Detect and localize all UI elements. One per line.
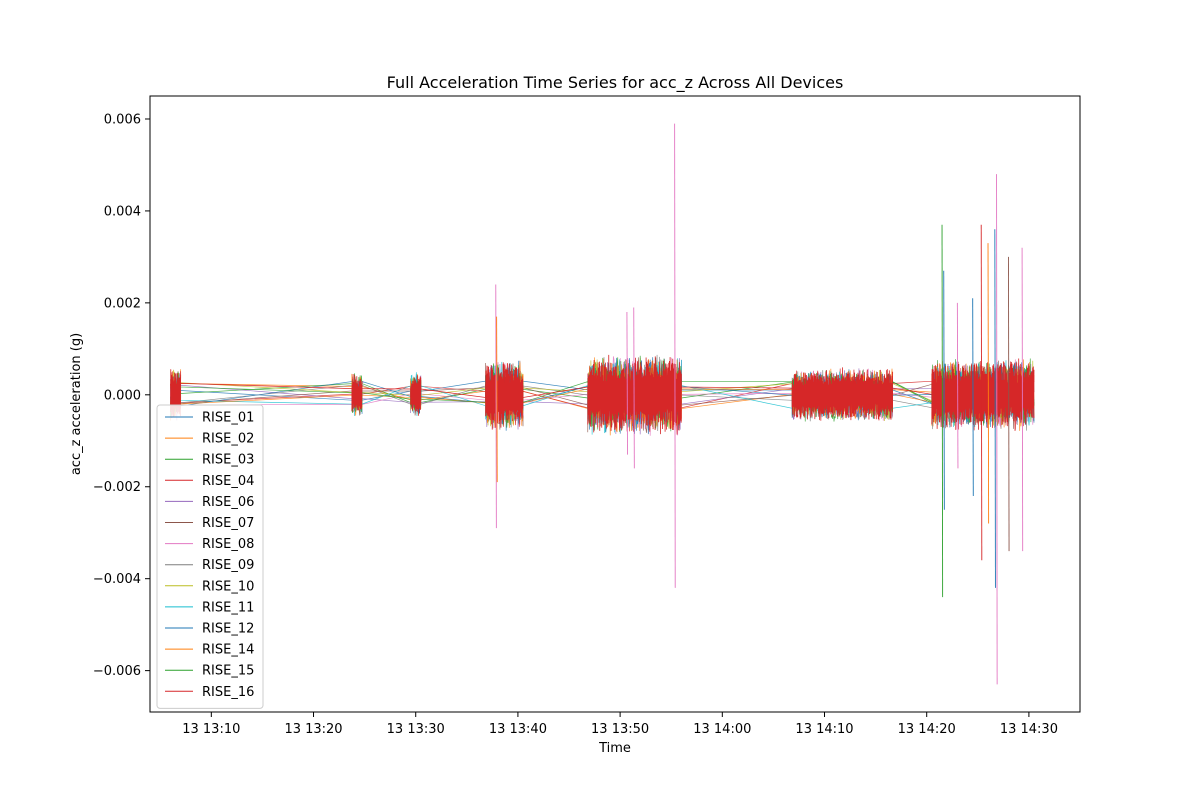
legend-box	[156, 404, 264, 709]
x-tick-label: 13 14:30	[1000, 722, 1058, 737]
x-tick-label: 13 14:10	[795, 722, 853, 737]
spike-2	[496, 316, 498, 483]
axes-frame	[149, 95, 1081, 713]
legend-label: RISE_15	[202, 664, 254, 679]
spike-9	[972, 298, 974, 496]
x-axis: 13 13:10 13 13:20 13 13:30 13 13:40 13 13:50…	[182, 712, 1058, 737]
spike-6	[941, 224, 944, 598]
x-tick-label: 13 13:10	[182, 722, 240, 737]
y-tick-label: 0.004	[104, 204, 141, 219]
legend-label: RISE_06	[202, 495, 254, 510]
spike-4	[633, 307, 635, 469]
x-tick-label: 13 13:20	[284, 722, 342, 737]
chart-title: Full Acceleration Time Series for acc_z …	[387, 73, 844, 93]
y-tick-label: 0.002	[104, 296, 141, 311]
x-tick-label: 13 14:20	[898, 722, 956, 737]
spike-5	[674, 123, 676, 588]
y-axis: 0.006 0.004 0.002 0.000 −0.002 −0.004 −0.006	[93, 112, 150, 679]
burst-band-5	[587, 354, 682, 435]
y-axis-label: acc_z acceleration (g)	[69, 333, 84, 475]
spike-1	[495, 284, 497, 529]
legend-label: RISE_01	[202, 411, 254, 426]
burst-band-6	[791, 367, 894, 421]
legend-label: RISE_08	[202, 537, 254, 552]
legend-label: RISE_11	[202, 600, 254, 615]
spike-7	[943, 270, 945, 510]
legend-label: RISE_02	[202, 432, 254, 447]
y-tick-label: −0.006	[93, 664, 141, 679]
y-tick-label: 0.006	[104, 112, 141, 127]
spike-15	[1021, 247, 1024, 552]
burst-band-4	[485, 362, 524, 430]
legend-label: RISE_12	[202, 622, 254, 637]
spike-8	[956, 302, 959, 469]
spike-14	[1008, 256, 1010, 552]
x-tick-label: 13 13:40	[489, 722, 547, 737]
legend-label: RISE_14	[202, 643, 254, 658]
x-tick-label: 13 13:50	[591, 722, 649, 737]
x-tick-label: 13 13:30	[387, 722, 445, 737]
spike-12	[994, 229, 996, 588]
burst-band-2	[351, 376, 363, 412]
legend-label: RISE_09	[202, 558, 254, 573]
legend-label: RISE_07	[202, 516, 254, 531]
spike-3	[626, 312, 628, 455]
y-tick-label: −0.002	[93, 480, 141, 495]
data-layer	[170, 123, 1035, 685]
y-tick-label: −0.004	[93, 572, 141, 587]
y-tick-label: 0.000	[104, 388, 141, 403]
legend-label: RISE_04	[202, 474, 254, 489]
x-tick-label: 13 14:00	[693, 722, 751, 737]
x-axis-label: Time	[598, 741, 631, 756]
spike-11	[987, 243, 990, 524]
legend: RISE_01 RISE_02 RISE_03 RISE_04 RISE_06 RISE_…	[156, 404, 264, 709]
legend-label: RISE_16	[202, 685, 254, 700]
legend-label: RISE_10	[202, 579, 254, 594]
spike-10	[980, 224, 983, 561]
spike-13	[996, 174, 998, 685]
plot-area	[170, 123, 1035, 685]
legend-label: RISE_03	[202, 453, 254, 468]
burst-band-3	[410, 377, 422, 416]
burst-band-7	[931, 358, 1035, 431]
